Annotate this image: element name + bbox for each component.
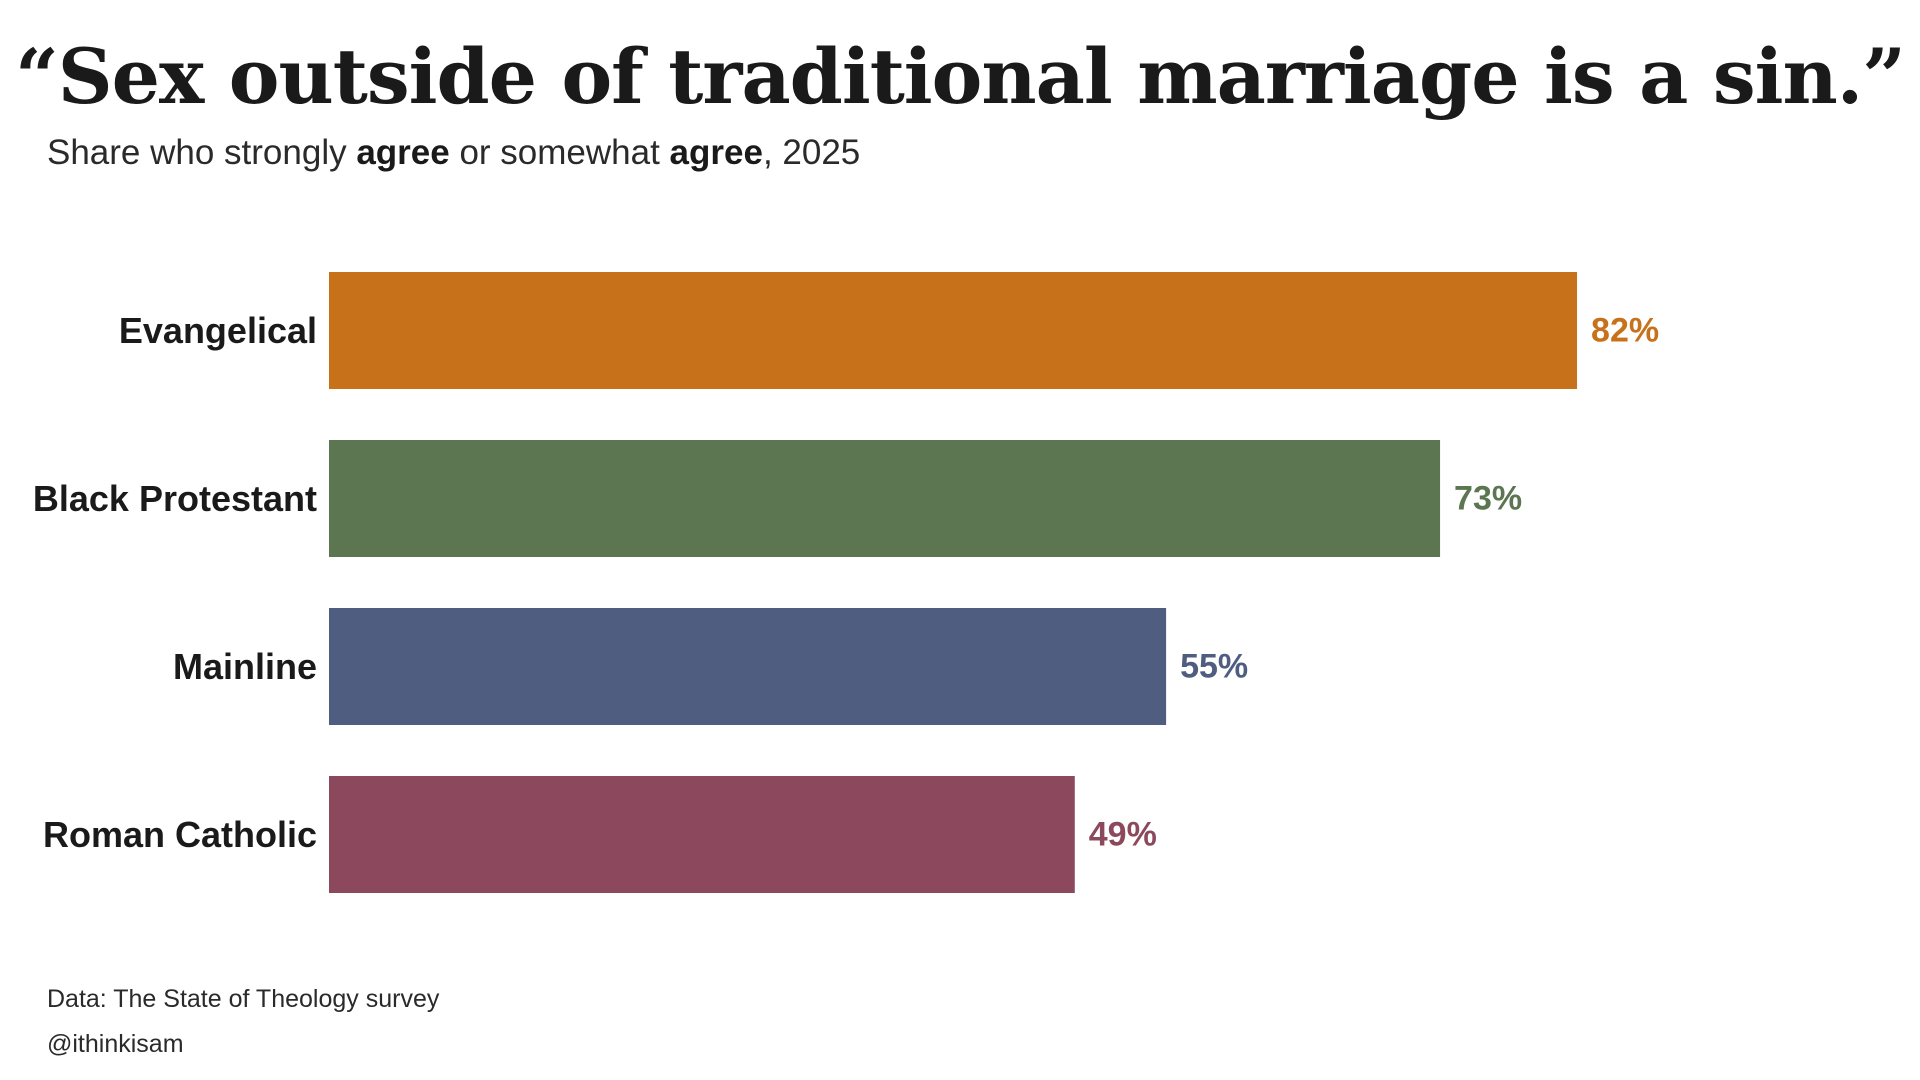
value-label: 82% — [1591, 312, 1659, 350]
chart-subtitle: Share who strongly agree or somewhat agr… — [47, 128, 860, 178]
value-label: 73% — [1454, 480, 1522, 518]
category-label: Mainline — [173, 646, 317, 687]
subtitle-bold-2: agree — [669, 133, 763, 172]
value-label: 49% — [1089, 816, 1157, 854]
subtitle-bold-1: agree — [356, 133, 450, 172]
category-label: Black Protestant — [33, 478, 317, 519]
author-handle: @ithinkisam — [47, 1030, 184, 1058]
bar-mainline — [329, 608, 1167, 725]
subtitle-text-3: , 2025 — [762, 133, 861, 172]
subtitle-text-2: or somewhat — [449, 133, 670, 172]
category-label: Roman Catholic — [43, 814, 317, 855]
category-label: Evangelical — [119, 310, 317, 351]
subtitle-text-1: Share who strongly — [47, 133, 357, 172]
value-label: 55% — [1180, 648, 1248, 686]
data-source: Data: The State of Theology survey — [47, 985, 440, 1013]
chart-title: “Sex outside of traditional marriage is … — [15, 32, 1906, 121]
bar-evangelical — [329, 272, 1578, 389]
bar-roman-catholic — [329, 776, 1075, 893]
bar-black-protestant — [329, 440, 1441, 557]
